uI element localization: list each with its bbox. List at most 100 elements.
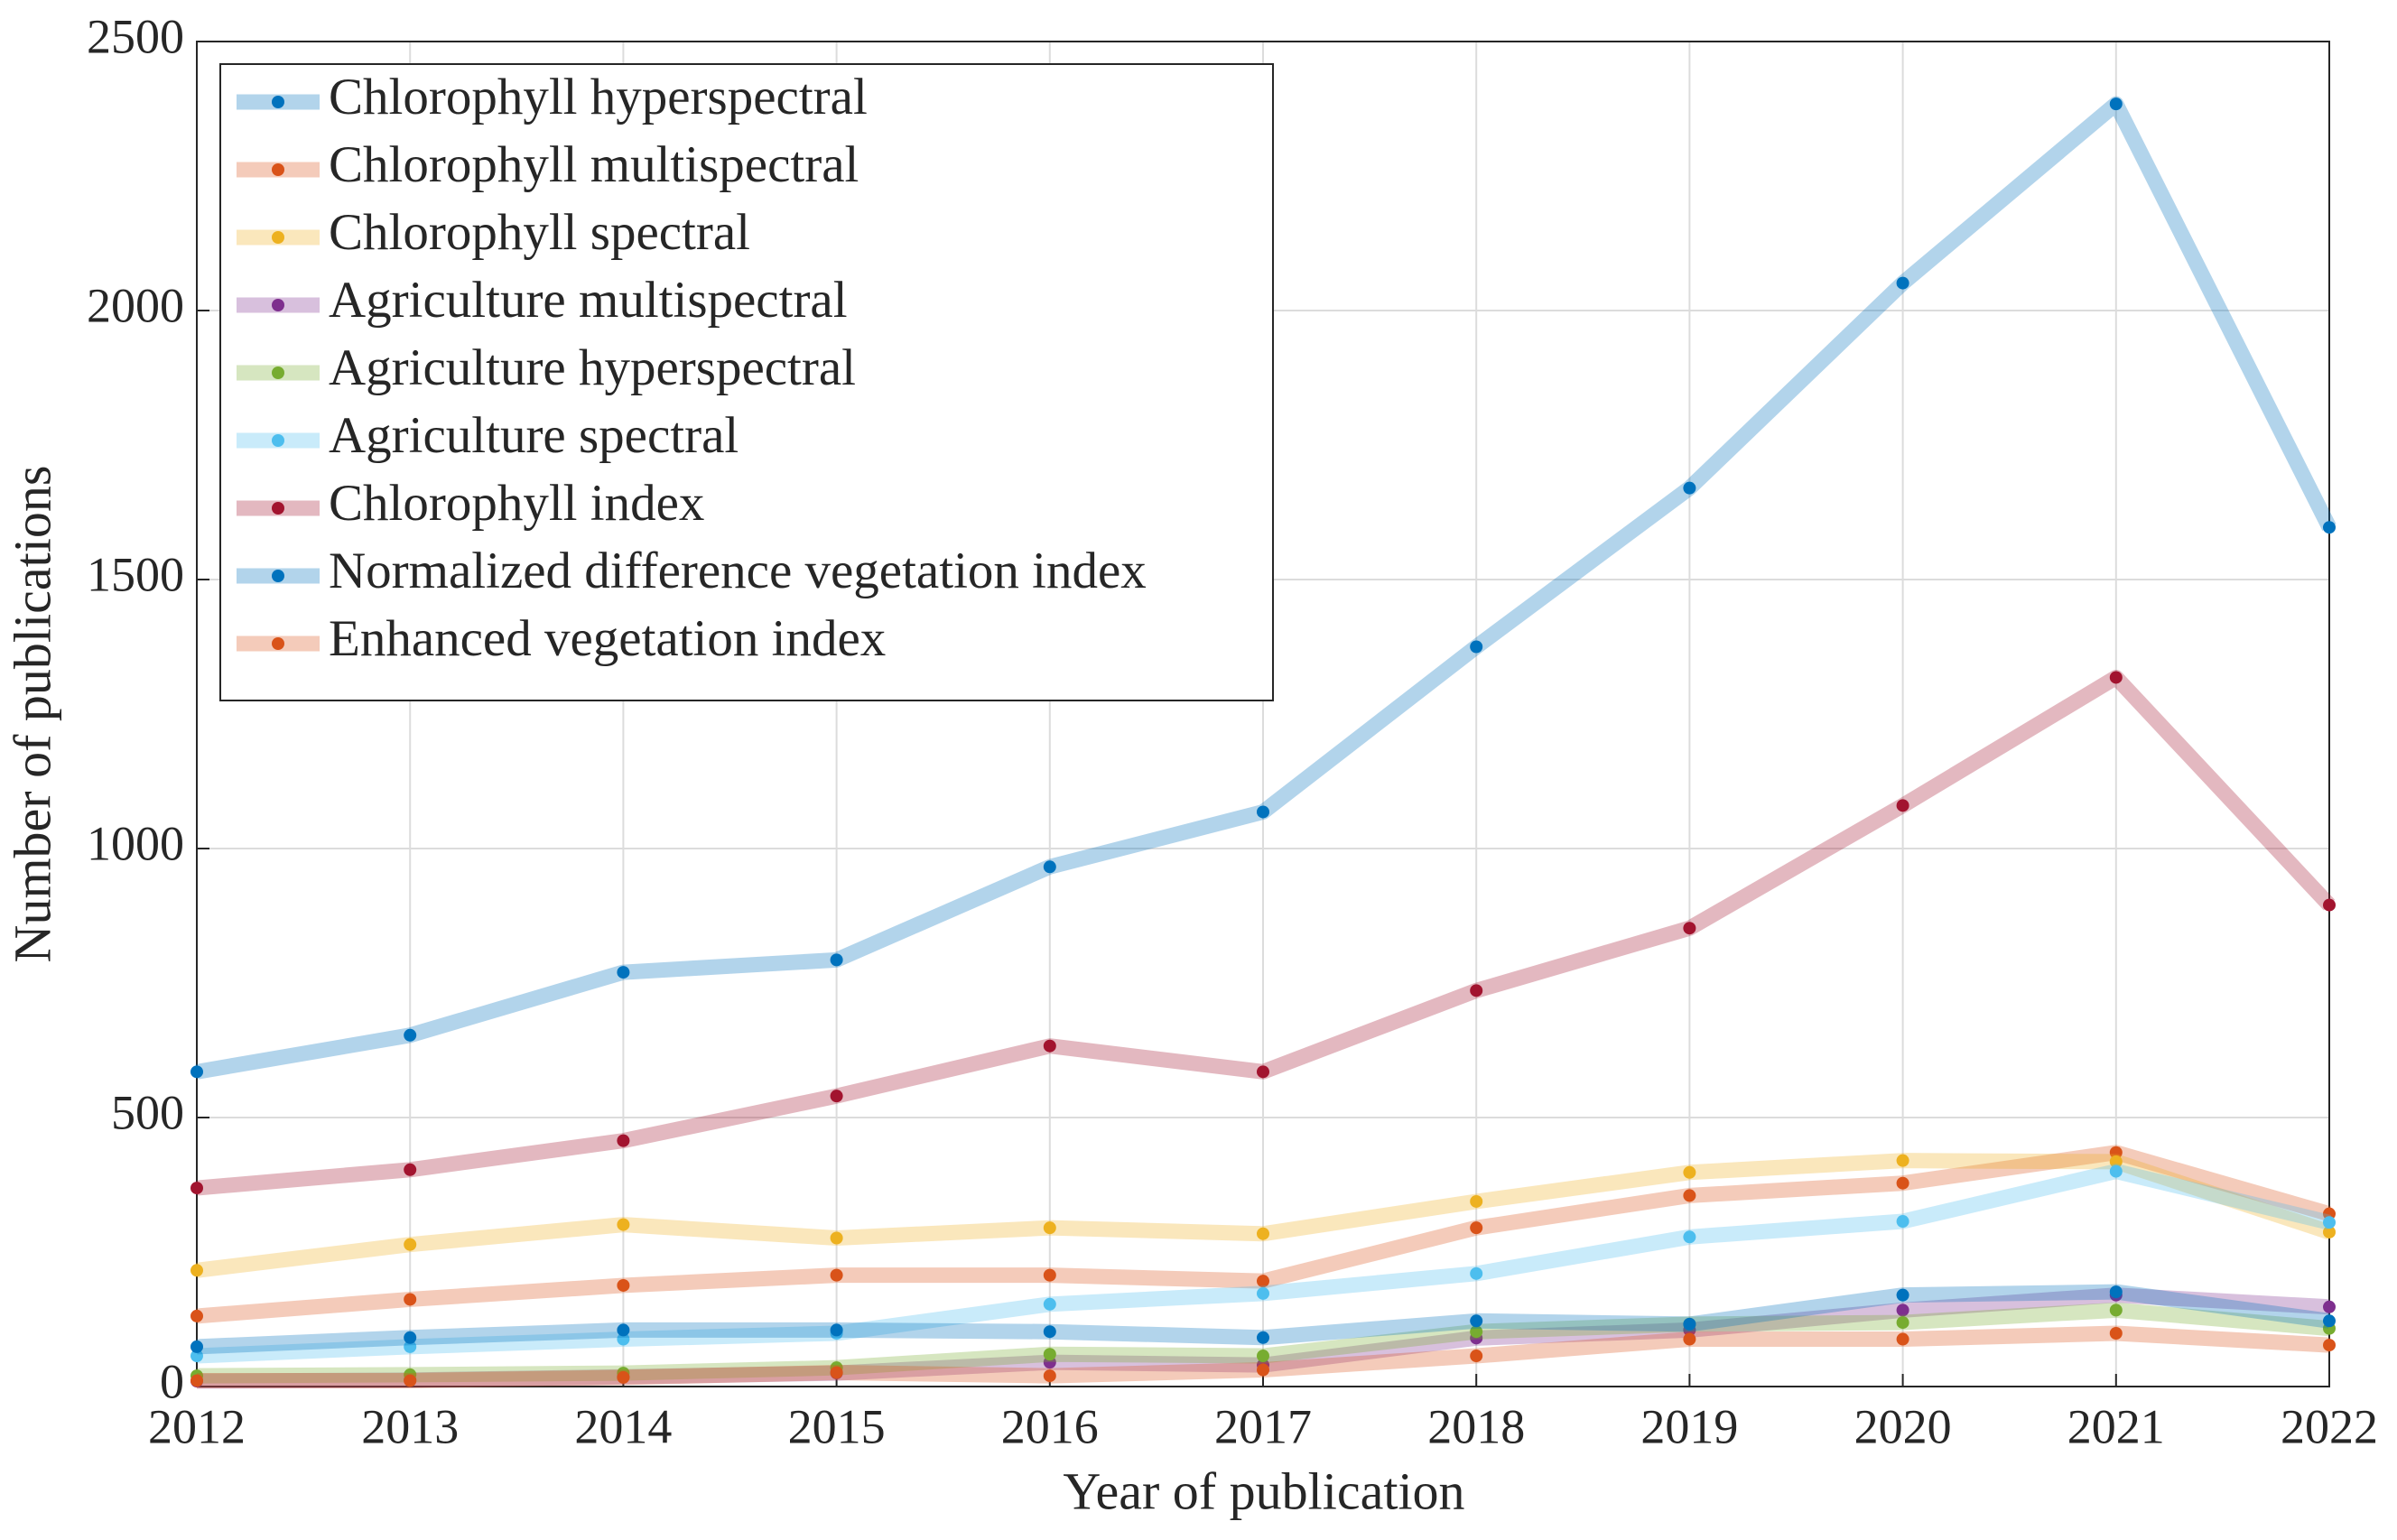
data-point [617, 1278, 630, 1292]
data-point [830, 1268, 843, 1282]
data-point [2109, 1164, 2123, 1178]
data-point [2109, 1303, 2123, 1317]
data-point [617, 966, 630, 979]
legend-label: Enhanced vegetation index [329, 610, 886, 667]
plot-frame [196, 41, 2330, 1387]
legend-label: Agriculture spectral [329, 407, 739, 464]
data-point [1683, 1230, 1696, 1244]
data-point [1043, 1297, 1056, 1311]
legend-label: Normalized difference vegetation index [329, 543, 1147, 599]
data-point [1043, 1348, 1056, 1361]
data-point [1683, 1165, 1696, 1179]
data-point [404, 1293, 417, 1306]
data-point [1896, 1176, 1909, 1190]
x-tick-label: 2014 [574, 1399, 672, 1453]
y-tick-label: 2000 [87, 278, 184, 332]
data-point [830, 1231, 843, 1245]
legend-label: Chlorophyll spectral [329, 204, 750, 261]
data-point [1470, 640, 1483, 654]
data-point [1043, 1039, 1056, 1053]
data-point [2109, 1285, 2123, 1299]
data-point [1257, 1363, 1269, 1377]
legend-label: Agriculture multispectral [329, 272, 848, 329]
data-point [1896, 1154, 1909, 1167]
data-point [1470, 984, 1483, 997]
data-point [1043, 860, 1056, 874]
data-point [2109, 1146, 2123, 1159]
data-point [404, 1340, 417, 1353]
data-point [1257, 1286, 1269, 1300]
data-point [617, 1323, 630, 1337]
y-tick-label: 1500 [87, 547, 184, 601]
data-point [1043, 1221, 1056, 1235]
data-point [1470, 1350, 1483, 1363]
data-point [190, 1340, 203, 1353]
legend-label: Chlorophyll hyperspectral [329, 69, 868, 125]
data-point [1470, 1314, 1483, 1328]
data-point [404, 1163, 417, 1176]
x-tick-label: 2018 [1427, 1399, 1525, 1453]
data-point [1896, 276, 1909, 290]
data-point [1257, 1350, 1269, 1363]
data-point [2109, 1326, 2123, 1340]
y-tick-label: 2500 [87, 9, 184, 63]
data-point [2323, 1216, 2336, 1229]
data-point [1896, 1288, 1909, 1302]
data-point [1470, 1266, 1483, 1280]
data-point [1896, 1303, 1909, 1317]
data-point [1257, 1227, 1269, 1240]
data-point [190, 1350, 203, 1363]
data-point [1043, 1369, 1056, 1383]
data-point [2323, 1314, 2336, 1328]
data-point [830, 953, 843, 967]
data-point [617, 1370, 630, 1384]
data-point [190, 1309, 203, 1322]
legend-marker [272, 434, 284, 447]
data-point [190, 1182, 203, 1195]
data-point [1470, 1221, 1483, 1235]
data-point [404, 1028, 417, 1042]
legend-marker [272, 637, 284, 650]
data-point [404, 1331, 417, 1344]
legend-marker [272, 163, 284, 176]
data-point [1683, 1317, 1696, 1331]
data-point [1257, 1331, 1269, 1344]
data-point [190, 1374, 203, 1387]
data-point [1896, 799, 1909, 812]
x-tick-label: 2012 [148, 1399, 246, 1453]
data-point [190, 1264, 203, 1277]
data-point [404, 1238, 417, 1251]
x-tick-label: 2016 [1001, 1399, 1099, 1453]
legend-label: Chlorophyll index [329, 475, 704, 532]
x-tick-label: 2020 [1854, 1399, 1952, 1453]
x-tick-label: 2022 [2281, 1399, 2378, 1453]
y-tick-label: 500 [111, 1085, 184, 1139]
data-point [617, 1332, 630, 1346]
data-point [404, 1374, 417, 1387]
data-point [830, 1090, 843, 1103]
data-point [190, 1065, 203, 1079]
data-point [1043, 1325, 1056, 1339]
data-point [1043, 1268, 1056, 1282]
x-tick-label: 2015 [788, 1399, 886, 1453]
data-point [1896, 1316, 1909, 1330]
legend-marker [272, 570, 284, 582]
y-tick-label: 0 [160, 1354, 184, 1408]
data-point [1683, 481, 1696, 495]
legend-label: Agriculture hyperspectral [329, 339, 856, 396]
data-point [1683, 1189, 1696, 1202]
data-point [830, 1323, 843, 1337]
data-point [1470, 1194, 1483, 1208]
legend: Chlorophyll hyperspectral Chlorophyll mul… [219, 63, 1274, 701]
data-point [617, 1218, 630, 1231]
data-point [1257, 805, 1269, 819]
y-tick-label: 1000 [87, 816, 184, 870]
data-point [830, 1366, 843, 1379]
data-point [2323, 898, 2336, 912]
data-point [2109, 671, 2123, 684]
data-point [1683, 922, 1696, 935]
data-point [1896, 1332, 1909, 1346]
data-point [2109, 1155, 2123, 1168]
